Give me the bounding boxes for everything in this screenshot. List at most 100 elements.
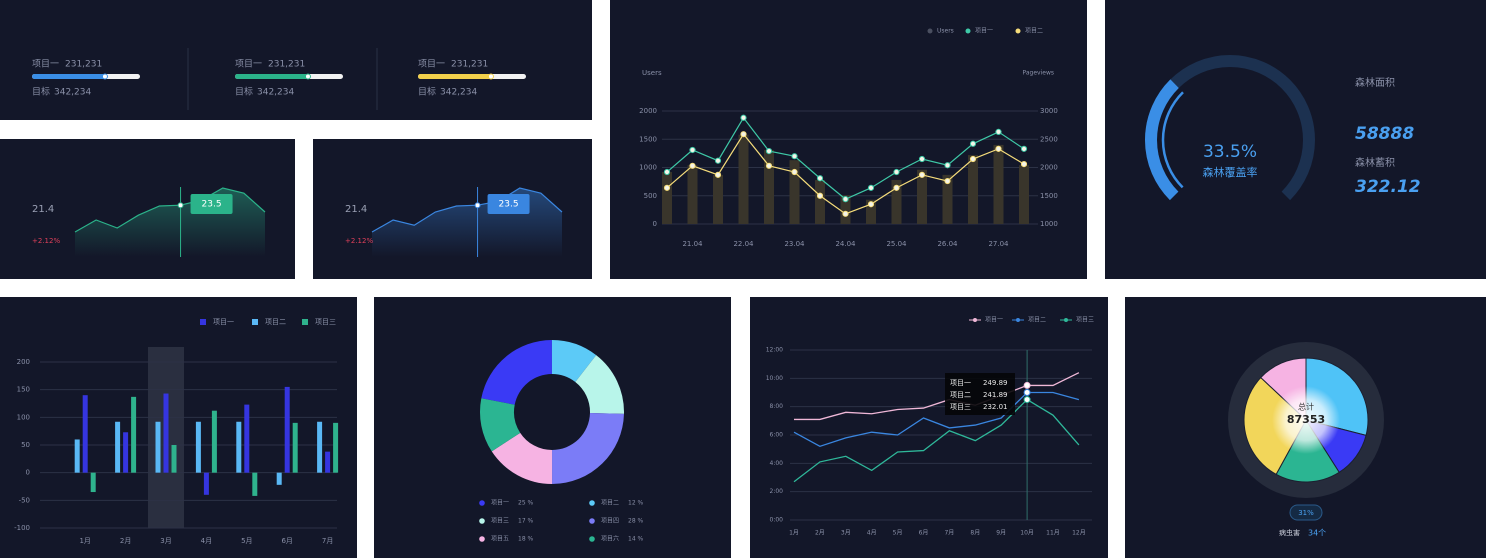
point [791,168,798,176]
point [944,177,951,185]
target-value: 342,234 [257,88,294,98]
bar [74,439,80,473]
point [714,157,722,164]
y-tick-label: 1000 [639,164,657,172]
bar [123,432,129,473]
bar [90,472,96,493]
bar [276,472,282,485]
bar [163,393,169,473]
x-tick-label: 7月 [322,537,333,545]
bar [203,472,209,495]
bar [284,386,290,473]
target-name: 目标 [418,86,436,98]
stat-value: 58888 [1355,124,1414,144]
y2-tick-label: 2000 [1040,164,1058,172]
x-tick-label: 27.04 [988,240,1009,248]
bar [244,404,250,473]
hover-dot [1023,381,1031,389]
target-value: 342,234 [440,88,477,98]
tooltip-value: 249.89 [983,379,1008,387]
x-tick-label: 10月 [1020,530,1034,537]
y-tick-label: -100 [14,524,30,532]
legend-value: 28 % [628,518,644,525]
bar [155,421,161,473]
point [995,145,1002,152]
donut-slice [551,340,597,382]
point [1020,145,1028,152]
center-label: 总计 [1298,402,1314,412]
x-tick-label: 12月 [1072,530,1086,537]
legend-dot [479,518,485,524]
bar [789,160,800,224]
legend-dot [589,518,595,524]
item-name: 项目一 [418,59,445,70]
x-tick-label: 5月 [893,530,903,537]
bar [252,472,258,496]
legend-dot [589,536,595,542]
hover-dot [1023,396,1031,404]
bar [866,199,876,224]
point [689,146,696,154]
x-tick-label: 1月 [79,537,90,545]
legend-label: 项目三 [315,318,336,326]
point [816,175,824,182]
change: +2.12% [32,237,60,245]
y-tick-label: 6:00 [770,432,784,439]
total: 87353 [1287,413,1325,426]
point [765,148,773,155]
point [663,184,671,191]
y2-tick-label: 1500 [1040,192,1058,200]
progress-fill [418,74,491,79]
legend-swatch [252,319,258,325]
progress-fill [235,74,308,79]
gauge-fill [1145,79,1179,201]
point [842,196,849,203]
legend-swatch [200,319,206,325]
donut-slice [575,355,624,414]
x-tick-label: 23.04 [784,240,805,248]
gauge-value: 33.5% [1203,142,1257,162]
target-name: 目标 [235,86,253,98]
item-name: 项目一 [32,59,59,70]
point [689,162,696,169]
item-value: 231,231 [451,60,488,70]
bar [333,422,339,473]
bar [815,179,825,224]
bar [687,165,698,224]
legend-label: 项目三 [1076,317,1094,324]
legend-value: 14 % [628,536,644,543]
legend-dot [973,318,977,322]
item-name: 项目一 [235,59,262,70]
bar [917,169,927,224]
y-tick-label: 1500 [639,135,657,143]
point [740,131,747,138]
x-tick-label: 3月 [841,530,851,537]
x-tick-label: 11月 [1046,530,1060,537]
x-tick-label: 6月 [281,537,292,545]
legend-dot [479,536,485,542]
point [893,184,900,191]
y-tick-label: 0:00 [770,517,784,524]
legend-label: 项目二 [265,318,286,326]
legend-label: 项目三 [491,518,509,525]
y-tick-label: 500 [644,192,657,200]
tooltip-box [190,194,233,214]
bar [713,174,723,224]
y-tick-label: 0 [26,469,30,477]
progress-fill [32,74,105,79]
change: +2.12% [345,237,373,245]
y2-tick-label: 1000 [1040,220,1058,228]
point [714,171,722,178]
bar [325,451,331,473]
y-tick-label: 150 [17,386,30,394]
x-tick-label: 1月 [789,530,799,537]
x-tick-label: 26.04 [937,240,958,248]
footer-value: 34个 [1308,529,1326,538]
tooltip-value: 23.5 [499,200,519,210]
legend-dot [927,28,933,34]
x-tick-label: 5月 [241,537,252,545]
item-value: 231,231 [65,60,102,70]
legend-label: 项目二 [1025,28,1043,35]
x-tick-label: 2月 [120,537,131,545]
